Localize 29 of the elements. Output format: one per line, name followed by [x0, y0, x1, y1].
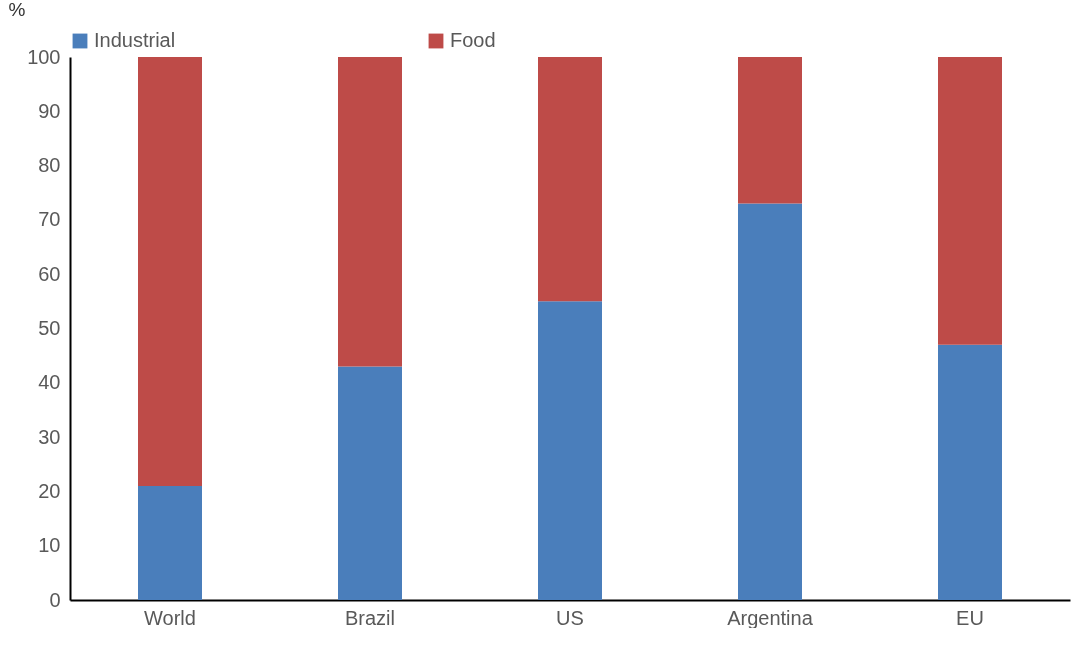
y-tick-label: 50 [38, 317, 61, 339]
x-tick-label: Argentina [727, 606, 814, 629]
x-tick-label: EU [956, 606, 984, 629]
bar [738, 203, 802, 600]
y-axis-title: % [8, 0, 26, 20]
legend-label: Food [450, 29, 496, 51]
y-tick-label: 20 [38, 479, 61, 502]
y-tick-label: 30 [38, 425, 61, 448]
bar [938, 344, 1002, 600]
bar [938, 57, 1002, 345]
x-tick-label: US [556, 606, 584, 629]
bar [338, 366, 402, 600]
bar [538, 301, 602, 600]
bar [538, 57, 602, 302]
x-tick-label: World [144, 606, 196, 629]
bar [138, 485, 202, 600]
y-tick-label: 10 [38, 534, 61, 557]
x-tick-label: Brazil [344, 606, 396, 629]
y-tick-label: 0 [49, 588, 61, 611]
y-tick-label: 90 [38, 99, 61, 122]
legend-label: Industrial [94, 29, 176, 51]
y-tick-label: 80 [38, 154, 61, 177]
bar [138, 57, 202, 486]
y-tick-label: 60 [38, 262, 61, 285]
bar [738, 57, 802, 204]
y-tick-label: 100 [27, 45, 61, 68]
y-tick-label: 70 [38, 208, 61, 231]
y-tick-label: 40 [38, 371, 61, 394]
bar [338, 57, 402, 367]
